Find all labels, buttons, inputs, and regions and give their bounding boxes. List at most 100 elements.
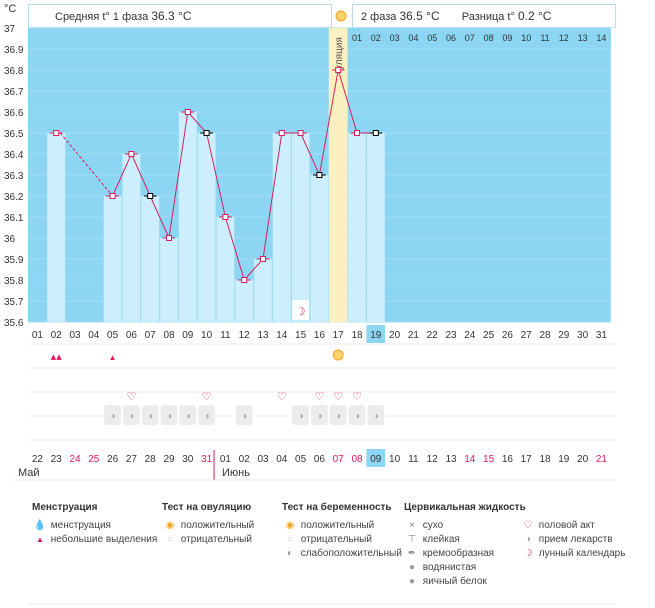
cycle-day-label: 22 bbox=[427, 330, 439, 341]
phase1-value: 36.3 °C bbox=[151, 9, 192, 23]
post-ovulation-day: 02 bbox=[371, 33, 381, 43]
pill-icon: ◑ bbox=[241, 411, 247, 422]
legend-item: слабоположительный bbox=[300, 548, 402, 559]
temperature-bar bbox=[310, 174, 329, 323]
post-ovulation-day: 14 bbox=[596, 33, 606, 43]
medication-cell bbox=[123, 405, 140, 425]
heart-icon: ♡ bbox=[523, 520, 533, 531]
medication-cell bbox=[141, 405, 159, 425]
calendar-date-label: 05 bbox=[295, 454, 307, 465]
calendar-date-label: 04 bbox=[276, 454, 288, 465]
sticky-icon: ⊤ bbox=[407, 534, 417, 545]
cycle-day-label: 30 bbox=[577, 330, 589, 341]
temperature-point bbox=[278, 130, 285, 136]
post-ovulation-cell bbox=[366, 28, 386, 46]
heart-icon: ♡ bbox=[277, 391, 287, 403]
temperature-point bbox=[184, 109, 191, 115]
temperature-bar bbox=[141, 195, 160, 323]
menstruation-icon: 💧 bbox=[33, 520, 47, 531]
calendar-date-label: 28 bbox=[145, 454, 157, 465]
medication-cell bbox=[367, 405, 385, 425]
medication-cell bbox=[292, 405, 309, 425]
cycle-day-label: 27 bbox=[521, 330, 533, 341]
cycle-day-label: 31 bbox=[596, 330, 608, 341]
post-ovulation-day: 04 bbox=[408, 33, 418, 43]
calendar-date-label: 29 bbox=[163, 454, 175, 465]
cycle-day-label: 08 bbox=[163, 330, 175, 341]
creamy-icon: ✒ bbox=[407, 548, 417, 559]
y-tick-label: 36.2 bbox=[4, 192, 24, 203]
pregnancy-weak-icon: ◐ bbox=[286, 548, 294, 559]
heart-icon: ♡ bbox=[126, 391, 136, 403]
y-tick-label: 36.5 bbox=[4, 129, 24, 140]
temperature-bar bbox=[366, 132, 385, 323]
cycle-day-label: 19 bbox=[370, 330, 382, 341]
calendar-date-label: 26 bbox=[107, 454, 119, 465]
pill-icon: ◑ bbox=[185, 411, 191, 422]
pill-icon: ◑ bbox=[298, 411, 304, 422]
temperature-bar bbox=[216, 216, 235, 323]
cycle-day-label: 02 bbox=[51, 330, 63, 341]
medication-cell bbox=[235, 405, 253, 425]
lunar-cell bbox=[292, 300, 309, 320]
pill-icon: ◑ bbox=[147, 411, 153, 422]
temperature-point bbox=[260, 256, 266, 262]
temperature-bar bbox=[159, 237, 179, 323]
temperature-point bbox=[241, 277, 248, 283]
cycle-day-label: 16 bbox=[314, 330, 326, 341]
post-ovulation-cell bbox=[404, 28, 423, 46]
cycle-day-label: 09 bbox=[182, 330, 194, 341]
calendar-date-label: 02 bbox=[239, 454, 251, 465]
cycle-day-label: 17 bbox=[333, 330, 345, 341]
cycle-day-label: 11 bbox=[220, 330, 231, 341]
pill-icon: ◑ bbox=[204, 411, 210, 422]
pill-icon: ◑ bbox=[373, 411, 379, 422]
pregnancy-negative-icon: ○ bbox=[286, 534, 294, 545]
cycle-day-label: 13 bbox=[257, 330, 269, 341]
temperature-point bbox=[222, 214, 229, 220]
calendar-date-label: 19 bbox=[558, 454, 570, 465]
y-tick-label: 36.4 bbox=[4, 150, 24, 161]
medication-cell bbox=[160, 405, 178, 425]
y-tick-label: 36.6 bbox=[4, 108, 24, 119]
pill-icon: ◑ bbox=[524, 534, 532, 545]
calendar-date-label: 12 bbox=[427, 454, 439, 465]
cycle-day-label: 15 bbox=[295, 330, 307, 341]
cycle-day-label: 03 bbox=[69, 330, 81, 341]
y-tick-label: 36.7 bbox=[4, 87, 24, 98]
menstruation-icon: ▴▴ bbox=[51, 351, 63, 363]
post-ovulation-day: 05 bbox=[427, 33, 437, 43]
dashed-connector bbox=[59, 132, 113, 197]
heart-icon: ♡ bbox=[202, 391, 212, 403]
post-ovulation-day: 06 bbox=[446, 33, 456, 43]
temperature-bar bbox=[103, 195, 122, 323]
y-tick-label: 37 bbox=[4, 24, 16, 35]
medication-cell bbox=[198, 405, 215, 425]
ovulation-sun-icon bbox=[335, 10, 347, 22]
cycle-day-label: 05 bbox=[107, 330, 119, 341]
eggwhite-icon: ● bbox=[408, 576, 416, 587]
phase1-summary: Средняя t° 1 фаза 36.3 °C bbox=[28, 4, 332, 28]
post-ovulation-cell bbox=[498, 28, 517, 46]
temperature-bar bbox=[178, 111, 197, 323]
post-ovulation-day: 10 bbox=[521, 33, 531, 43]
medication-cell bbox=[179, 405, 197, 425]
calendar-date-label: 24 bbox=[69, 454, 81, 465]
legend-menstruation: Менструация 💧 менструация ▲ небольшие вы… bbox=[32, 502, 157, 547]
temperature-point bbox=[372, 130, 379, 136]
legend-title: Тест на беременность bbox=[282, 502, 392, 513]
legend-other: . ♡ половой акт ◑ прием лекарств ☽ лунны… bbox=[520, 502, 626, 561]
temperature-bar bbox=[272, 132, 291, 323]
cycle-day-label: 28 bbox=[539, 330, 551, 341]
diff-label: Разница t° bbox=[461, 11, 515, 23]
temperature-point bbox=[147, 193, 154, 199]
post-ovulation-cell bbox=[535, 28, 555, 46]
legend-item: кремообразная bbox=[422, 548, 495, 559]
ovulation-label: Овуляция bbox=[334, 37, 345, 83]
cycle-day-label: 23 bbox=[445, 330, 457, 341]
legend-item: прием лекарств bbox=[538, 534, 613, 545]
legend-item: менструация bbox=[50, 520, 111, 531]
y-tick-label: 36 bbox=[4, 234, 16, 245]
temperature-bar bbox=[329, 69, 348, 323]
dry-icon: × bbox=[409, 520, 415, 531]
